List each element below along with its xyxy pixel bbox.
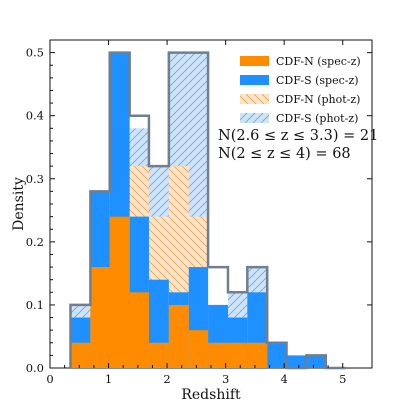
- cdfs-spec-bar-10: [267, 342, 287, 368]
- x-tick-label-2: 2: [163, 372, 170, 386]
- x-axis-label: Redshift: [181, 387, 241, 403]
- y-tick-label-0.1: 0.1: [26, 298, 44, 312]
- cdfn-spec-bar-9: [247, 342, 268, 368]
- legend-swatch-cdfn-spec: [240, 56, 269, 66]
- cdfn-spec-bar-8: [227, 342, 248, 368]
- y-axis-label: Density: [11, 177, 27, 231]
- cdfn-spec-bar-7: [208, 342, 228, 368]
- legend-swatch-cdfn-phot: [240, 94, 269, 104]
- cdfn-spec-bar-5: [168, 304, 189, 368]
- plot-area: [49, 39, 373, 370]
- y-tick-label-0.3: 0.3: [26, 172, 44, 186]
- x-tick-label-0: 0: [46, 372, 53, 386]
- legend-swatch-cdfs-spec: [240, 75, 269, 85]
- cdfn-spec-bars: [70, 216, 268, 368]
- legend-label-cdfn-spec: CDF-N (spec-z): [276, 55, 361, 68]
- cdfn-spec-bar-2: [109, 216, 130, 368]
- x-tick-label-5: 5: [339, 372, 346, 386]
- cdfn-spec-bar-3: [129, 292, 149, 368]
- x-tick-label-4: 4: [281, 372, 288, 386]
- legend-label-cdfs-phot: CDF-S (phot-z): [276, 112, 358, 125]
- y-axis-ticks: 0.0 0.1 0.2 0.3 0.4 0.5: [26, 46, 372, 375]
- cdfn-spec-bar-0: [70, 342, 91, 368]
- y-tick-label-0: 0.0: [26, 361, 44, 375]
- x-tick-label-1: 1: [105, 372, 112, 386]
- annotation-count-wide: N(2 ≤ z ≤ 4) = 68: [218, 146, 351, 162]
- cdfn-spec-bar-1: [90, 267, 110, 368]
- x-axis-ticks: 0 1 2 3 4 5: [46, 40, 346, 386]
- legend-label-cdfs-spec: CDF-S (spec-z): [276, 74, 359, 87]
- legend: CDF-N (spec-z) CDF-S (spec-z) CDF-N (pho…: [240, 55, 361, 125]
- cdfs-spec-bar-11: [286, 355, 307, 368]
- y-tick-label-0.5: 0.5: [26, 46, 44, 60]
- histogram-outline: [69, 51, 346, 370]
- y-tick-label-0.4: 0.4: [26, 109, 44, 123]
- legend-label-cdfn-phot: CDF-N (phot-z): [276, 93, 360, 106]
- annotation-count-narrow: N(2.6 ≤ z ≤ 3.3) = 21: [218, 128, 378, 144]
- x-tick-label-3: 3: [222, 372, 229, 386]
- y-tick-label-0.2: 0.2: [26, 235, 44, 249]
- cdfs-spec-bar-12: [306, 355, 326, 368]
- cdfn-spec-bar-6: [188, 330, 209, 368]
- cdfn-spec-bar-4: [148, 342, 169, 368]
- legend-swatch-cdfs-phot: [240, 113, 269, 123]
